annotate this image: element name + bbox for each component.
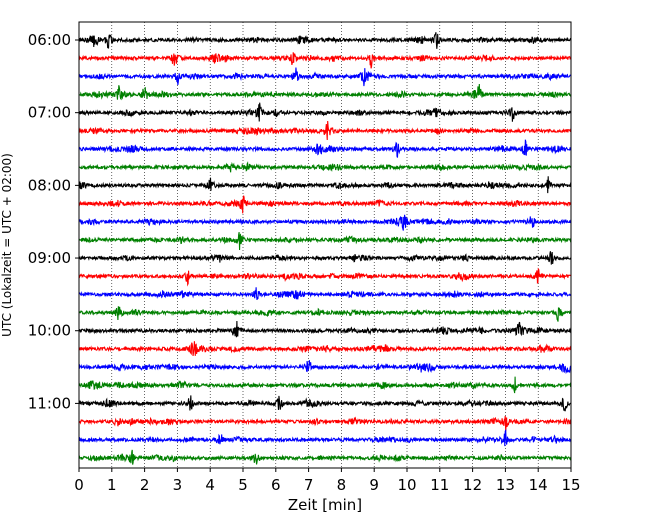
seismogram-trace bbox=[78, 139, 572, 158]
y-tick-label: 07:00 bbox=[28, 104, 71, 122]
seismogram-trace bbox=[78, 360, 572, 375]
seismogram-trace bbox=[78, 251, 572, 265]
x-tick-label: 5 bbox=[238, 476, 248, 494]
y-tick-label: 09:00 bbox=[28, 249, 71, 267]
seismogram-trace bbox=[78, 232, 572, 250]
x-tick-label: 0 bbox=[74, 476, 84, 494]
x-tick-label: 12 bbox=[463, 476, 482, 494]
y-tick-label: 10:00 bbox=[28, 322, 71, 340]
x-axis-ticks: 0 1 2 3 4 5 6 7 8 9 10 11 12 13 14 15 bbox=[74, 468, 581, 494]
seismogram-trace bbox=[78, 52, 572, 69]
seismogram-trace bbox=[78, 161, 572, 173]
y-axis-title: UTC (Lokalzeit = UTC + 02:00) bbox=[0, 153, 14, 337]
seismogram-traces bbox=[78, 32, 572, 465]
x-tick-label: 6 bbox=[271, 476, 281, 494]
x-tick-label: 3 bbox=[173, 476, 183, 494]
seismogram-trace bbox=[78, 449, 572, 465]
seismogram-trace bbox=[78, 341, 572, 357]
y-tick-label: 06:00 bbox=[28, 31, 71, 49]
seismogram-trace bbox=[78, 120, 572, 140]
x-tick-label: 8 bbox=[337, 476, 347, 494]
seismogram-trace bbox=[78, 306, 572, 322]
x-tick-label: 4 bbox=[205, 476, 215, 494]
seismogram-trace bbox=[78, 428, 572, 447]
seismogram-trace bbox=[78, 84, 572, 101]
seismogram-trace bbox=[78, 415, 572, 432]
x-axis-title: Zeit [min] bbox=[288, 496, 362, 514]
seismogram-trace bbox=[78, 321, 572, 338]
x-tick-label: 15 bbox=[561, 476, 580, 494]
y-tick-label: 11:00 bbox=[28, 394, 71, 412]
x-tick-label: 14 bbox=[529, 476, 548, 494]
seismogram-trace bbox=[78, 195, 572, 214]
seismogram-trace bbox=[78, 214, 572, 231]
seismogram-trace bbox=[78, 32, 572, 49]
seismogram-trace bbox=[78, 67, 572, 87]
seismogram-trace bbox=[78, 176, 572, 194]
seismogram-trace bbox=[78, 267, 572, 287]
grid-lines bbox=[111, 22, 539, 468]
plot-frame bbox=[78, 21, 572, 469]
x-tick-label: 7 bbox=[304, 476, 314, 494]
x-tick-label: 13 bbox=[496, 476, 515, 494]
x-tick-label: 1 bbox=[107, 476, 117, 494]
x-tick-label: 2 bbox=[140, 476, 150, 494]
seismogram-trace bbox=[78, 376, 572, 394]
x-tick-label: 11 bbox=[430, 476, 449, 494]
seismogram-trace bbox=[78, 102, 572, 122]
y-tick-label: 08:00 bbox=[28, 176, 71, 194]
seismogram-trace bbox=[78, 395, 572, 412]
x-tick-label: 10 bbox=[397, 476, 416, 494]
seismogram-trace bbox=[78, 287, 572, 301]
x-tick-label: 9 bbox=[369, 476, 379, 494]
y-axis-ticks: 06:00 07:00 08:00 09:00 10:00 11:00 bbox=[28, 31, 79, 412]
